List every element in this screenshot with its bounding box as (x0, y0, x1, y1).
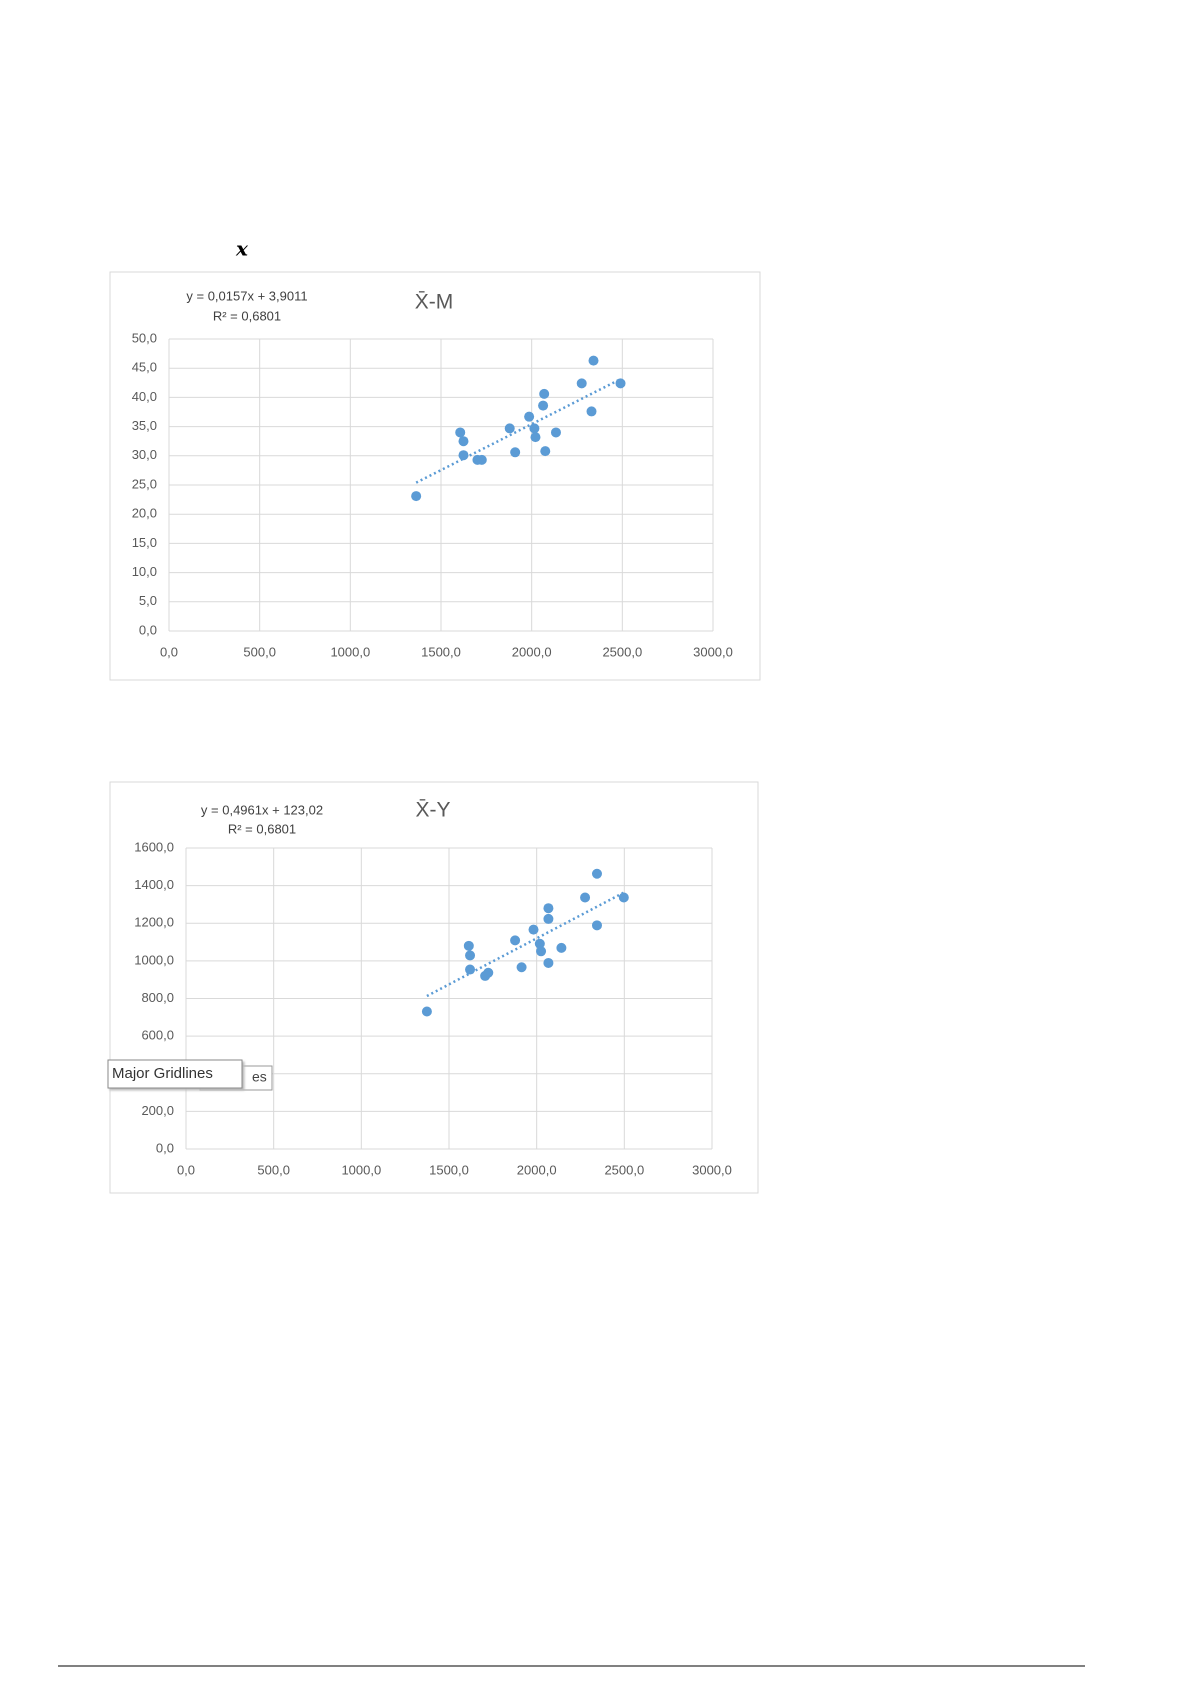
equation: y = 0,4961x + 123,02 (201, 802, 323, 817)
point (540, 446, 551, 457)
y-tick-label: 20,0 (132, 506, 157, 521)
x-tick-label: 1500,0 (429, 1162, 469, 1177)
y-tick-label: 5,0 (139, 593, 157, 608)
point (504, 423, 515, 434)
x-tick-label: 1000,0 (330, 644, 370, 659)
point (591, 868, 602, 879)
x-tick-label: 500,0 (243, 644, 276, 659)
point (455, 427, 466, 438)
equation: R² = 0,6801 (213, 308, 281, 323)
y-tick-label: 50,0 (132, 330, 157, 345)
point (476, 454, 487, 465)
chart-frame (109, 781, 759, 1194)
x-tick-label: 2000,0 (512, 644, 552, 659)
chart-frame (109, 271, 761, 681)
y-tick-label: 1200,0 (134, 915, 174, 930)
point (483, 967, 494, 978)
y-tick-label: 35,0 (132, 418, 157, 433)
point (536, 946, 547, 957)
point (510, 447, 521, 458)
point (615, 378, 626, 389)
x-tick-label: 2500,0 (604, 1162, 644, 1177)
chart-title: X̄-M (415, 290, 454, 313)
point (530, 432, 541, 443)
y-tick-label: 1000,0 (134, 952, 174, 967)
equation: R² = 0,6801 (228, 821, 296, 836)
trendline (415, 378, 622, 484)
y-tick-label: 800,0 (141, 990, 174, 1005)
x-tick-label: 3000,0 (693, 644, 733, 659)
point (421, 1006, 432, 1017)
y-tick-label: 40,0 (132, 389, 157, 404)
point (524, 411, 535, 422)
y-tick-label: 10,0 (132, 564, 157, 579)
point (576, 378, 587, 389)
point (550, 427, 561, 438)
point (528, 924, 539, 935)
tooltip-text: Major Gridlines (112, 1065, 213, 1082)
x-tick-label: 2000,0 (517, 1162, 557, 1177)
y-tick-label: 1600,0 (134, 839, 174, 854)
equation: y = 0,0157x + 3,9011 (186, 288, 307, 303)
y-tick-label: 200,0 (141, 1103, 174, 1118)
point (580, 892, 591, 903)
point (465, 950, 476, 961)
point (458, 450, 469, 461)
point (556, 942, 567, 953)
x-tick-label: 1500,0 (421, 644, 461, 659)
point (539, 388, 550, 399)
point (458, 436, 469, 447)
x-tick-label: 500,0 (257, 1162, 290, 1177)
x-tick-label: 3000,0 (692, 1162, 732, 1177)
point (411, 491, 422, 502)
point (529, 423, 540, 434)
x-tick-label: 0,0 (160, 644, 178, 659)
charts: 0,0 5,0 10,0 15,0 20,0 25,0 30,0 35,0 40,0 45,0 50… (132, 288, 733, 1177)
y-tick-label: 25,0 (132, 476, 157, 491)
y-tick-label: 600,0 (141, 1028, 174, 1043)
point (534, 938, 545, 949)
tooltip-box (107, 1059, 243, 1089)
point (618, 892, 629, 903)
symbol: x (235, 237, 249, 261)
y-tick-label: 45,0 (132, 360, 157, 375)
point (543, 957, 554, 968)
tooltip-fragment: es (252, 1069, 267, 1085)
point (543, 903, 554, 914)
point (586, 406, 597, 417)
x-tick-label: 0,0 (177, 1162, 195, 1177)
y-tick-label: 0,0 (156, 1140, 174, 1155)
trendline (426, 891, 625, 998)
y-tick-label: 1400,0 (134, 877, 174, 892)
x-tick-label: 1000,0 (341, 1162, 381, 1177)
y-tick-label: 30,0 (132, 447, 157, 462)
y-tick-label: 15,0 (132, 535, 157, 550)
point (543, 913, 554, 924)
point (588, 355, 599, 366)
point (510, 935, 521, 946)
point (516, 962, 527, 973)
x-tick-label: 2500,0 (602, 644, 642, 659)
chart-title: X̄-Y (415, 798, 450, 821)
point (463, 940, 474, 951)
point (465, 964, 476, 975)
point (538, 400, 549, 411)
point (591, 920, 602, 931)
y-tick-label: 0,0 (139, 622, 157, 637)
tooltip: es Major Gridlines (107, 1059, 273, 1091)
